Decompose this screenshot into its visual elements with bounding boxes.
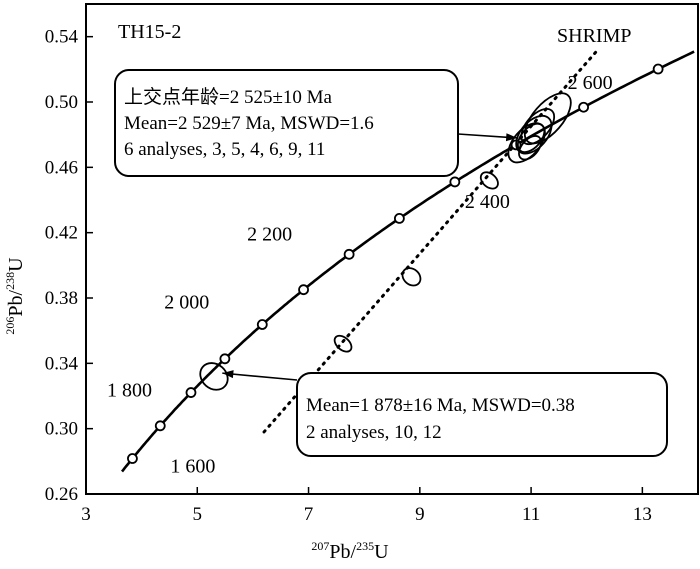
age-marker [154, 420, 166, 432]
label-layer: 1 600 1 800 2 000 2 200 2 400 2 600 [107, 72, 613, 477]
annotation-lower-mean: Mean=1 878±16 Ma, MSWD=0.38 2 analyses, … [296, 372, 668, 457]
method-label: SHRIMP [557, 25, 631, 47]
y-axis-title-b: U [5, 257, 27, 272]
age-label: 2 600 [568, 72, 613, 94]
x-tick-label: 11 [522, 504, 540, 525]
annotation-line: Mean=1 878±16 Ma, MSWD=0.38 [306, 395, 575, 416]
age-marker [449, 176, 461, 188]
x-axis-title-b: U [374, 541, 389, 563]
y-tick-label: 0.54 [45, 27, 79, 48]
x-tick-label: 9 [415, 504, 425, 525]
age-marker [298, 284, 309, 296]
plot-frame [85, 3, 699, 495]
annotation-line: Mean=2 529±7 Ma, MSWD=1.6 [124, 113, 374, 134]
error-ellipse [479, 171, 499, 190]
concordia-layer [120, 50, 695, 473]
annotation-box [114, 69, 459, 177]
y-tick-label: 0.42 [45, 223, 78, 244]
arrow-head [505, 133, 518, 142]
age-marker [578, 101, 589, 113]
age-label: 2 000 [164, 292, 209, 314]
arrow-head [222, 370, 234, 379]
sample-label: TH15-2 [118, 21, 181, 43]
y-tick-label: 0.46 [45, 157, 78, 178]
error-ellipse [401, 267, 422, 287]
y-axis-title-pre: 206 [3, 317, 17, 335]
error-ellipse [199, 362, 229, 391]
y-tick-label: 0.34 [45, 353, 79, 374]
concordia-curve [120, 50, 695, 473]
error-ellipse [523, 92, 572, 145]
annotation-upper-intercept: 上交点年龄=2 525±10 Ma Mean=2 529±7 Ma, MSWD=… [114, 69, 459, 177]
age-marker [127, 453, 138, 464]
x-axis-title-sup: 235 [356, 539, 374, 553]
error-ellipse [333, 334, 353, 353]
x-tick-label: 13 [633, 504, 652, 525]
age-marker [219, 353, 231, 365]
x-axis-title-a: Pb/ [329, 541, 356, 563]
y-tick-label: 0.26 [45, 484, 78, 505]
age-marker [185, 387, 197, 398]
arrow-layer [222, 133, 518, 381]
age-label: 2 200 [247, 223, 292, 245]
axes: 3 5 7 9 11 13 0.26 0.30 0.34 0.38 0.42 0.46 0.50 0.54 [45, 3, 699, 525]
y-axis-title-a: Pb/ [5, 289, 27, 316]
age-marker [256, 319, 268, 330]
y-axis-title: 206Pb/238U [3, 257, 27, 335]
arrow-line [222, 372, 298, 381]
discordia-line [262, 48, 600, 434]
y-tick-label: 0.38 [45, 288, 78, 309]
annotation-box [296, 372, 668, 457]
y-axis-title-sup: 238 [3, 272, 17, 290]
x-tick-label: 5 [193, 504, 203, 525]
discordia-layer [262, 48, 600, 434]
annotation-line: 上交点年龄=2 525±10 Ma [124, 86, 333, 108]
y-tick-label: 0.30 [45, 419, 78, 440]
error-ellipse [518, 135, 542, 161]
annotation-line: 6 analyses, 3, 5, 4, 6, 9, 11 [124, 139, 325, 160]
age-marker [343, 248, 355, 260]
age-marker [652, 63, 664, 75]
ellipse-layer [199, 92, 572, 391]
age-marker [393, 213, 405, 224]
y-tick-label: 0.50 [45, 92, 78, 113]
x-axis-title: 207Pb/235U [311, 539, 389, 563]
annotation-line: 2 analyses, 10, 12 [306, 422, 442, 443]
age-label: 2 400 [465, 191, 510, 213]
x-axis-title-pre: 207 [311, 539, 329, 553]
x-tick-label: 7 [304, 504, 314, 525]
age-label: 1 600 [170, 456, 215, 478]
x-tick-label: 3 [81, 504, 91, 525]
age-label: 1 800 [107, 380, 152, 402]
